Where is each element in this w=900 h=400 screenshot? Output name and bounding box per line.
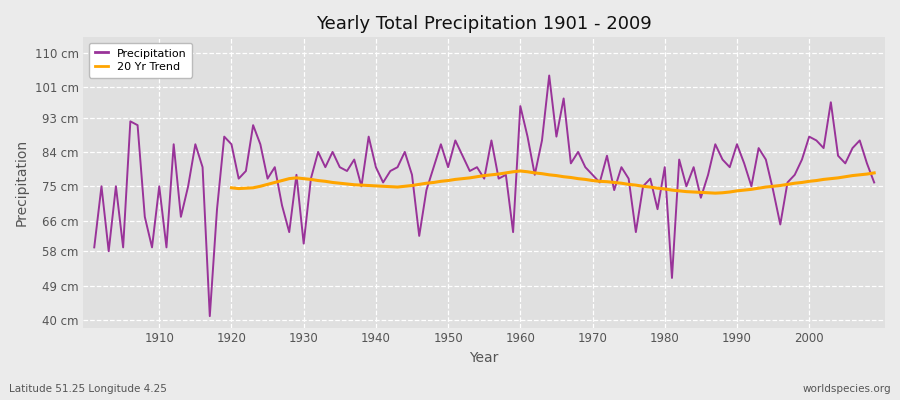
Text: Latitude 51.25 Longitude 4.25: Latitude 51.25 Longitude 4.25 — [9, 384, 166, 394]
Legend: Precipitation, 20 Yr Trend: Precipitation, 20 Yr Trend — [89, 43, 192, 78]
X-axis label: Year: Year — [470, 351, 499, 365]
Y-axis label: Precipitation: Precipitation — [15, 139, 29, 226]
Text: worldspecies.org: worldspecies.org — [803, 384, 891, 394]
Title: Yearly Total Precipitation 1901 - 2009: Yearly Total Precipitation 1901 - 2009 — [316, 15, 652, 33]
